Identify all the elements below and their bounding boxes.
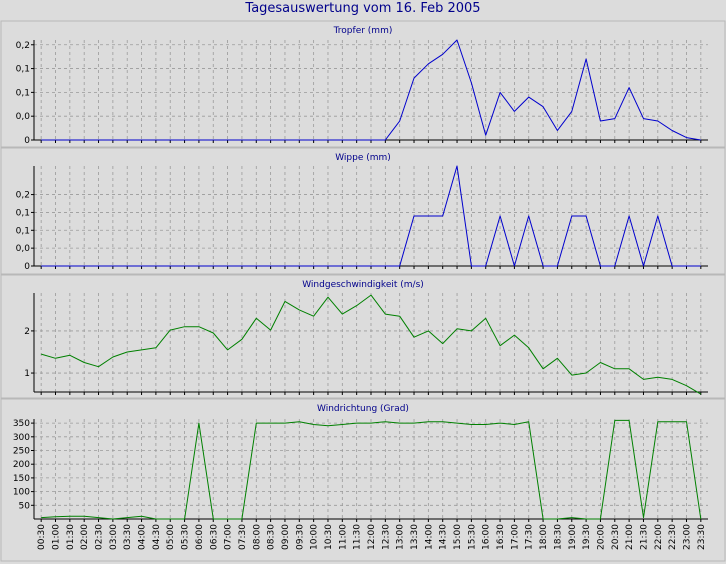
x-tick-label: 12:30 [381, 524, 391, 550]
x-tick-label: 22:00 [654, 524, 664, 550]
x-tick-label: 03:00 [109, 524, 119, 550]
y-tick-label: 0,1 [16, 226, 30, 236]
y-tick-label: 300 [13, 433, 30, 443]
x-tick-label: 06:30 [209, 524, 219, 550]
page-title: Tagesauswertung vom 16. Feb 2005 [245, 1, 481, 16]
x-tick-label: 08:30 [267, 524, 277, 550]
chart-title: Wippe (mm) [335, 153, 391, 163]
x-tick-label: 13:00 [396, 524, 406, 550]
x-tick-label: 09:30 [295, 524, 305, 550]
chart-panel-3: Windgeschwindigkeit (m/s) 1 2 [0, 274, 726, 399]
x-tick-label: 23:00 [682, 524, 692, 550]
y-tick-label: 350 [13, 419, 30, 429]
x-tick-label: 19:00 [568, 524, 578, 550]
series-line [41, 419, 702, 520]
y-tick-label: 2 [24, 327, 30, 337]
x-tick-label: 11:30 [353, 524, 363, 550]
x-tick-label: 09:00 [281, 524, 291, 550]
x-tick-label: 02:30 [95, 524, 105, 550]
x-tick-label: 18:00 [539, 524, 549, 550]
y-tick-label: 0,0 [16, 112, 31, 122]
chart-title: Tropfer (mm) [333, 26, 393, 36]
x-tick-label: 22:30 [668, 524, 678, 550]
y-tick-label: 100 [13, 488, 30, 498]
y-tick-label: 0,1 [16, 208, 30, 218]
x-tick-label: 13:30 [410, 524, 420, 550]
y-tick-label: 0,1 [16, 88, 30, 98]
x-tick-label: 15:00 [453, 524, 463, 550]
x-tick-label: 03:30 [123, 524, 133, 550]
x-tick-label: 04:00 [138, 524, 148, 550]
x-tick-label: 12:00 [367, 524, 377, 550]
series-line [41, 39, 701, 141]
chart-title: Windrichtung (Grad) [317, 404, 409, 414]
x-tick-label: 15:30 [467, 524, 477, 550]
series-line [41, 165, 701, 267]
x-tick-label: 08:00 [252, 524, 262, 550]
x-tick-label: 21:00 [625, 524, 635, 550]
y-tick-label: 0,2 [16, 191, 30, 201]
x-tick-label: 20:00 [596, 524, 606, 550]
x-tick-label: 18:30 [553, 524, 563, 550]
x-tick-label: 11:00 [338, 524, 348, 550]
x-tick-label: 02:00 [80, 524, 90, 550]
x-tick-label: 14:00 [424, 524, 434, 550]
y-tick-label: 1 [24, 369, 30, 379]
y-tick-label: 0 [24, 262, 30, 272]
y-tick-label: 0,1 [16, 65, 30, 75]
x-tick-label: 00:30 [37, 524, 47, 550]
x-tick-label: 06:00 [195, 524, 205, 550]
x-tick-label: 05:00 [166, 524, 176, 550]
series-line [41, 294, 702, 395]
x-tick-label: 01:00 [52, 524, 62, 550]
x-tick-label: 17:00 [510, 524, 520, 550]
y-tick-label: 250 [13, 447, 30, 457]
y-tick-label: 150 [13, 474, 30, 484]
x-tick-label: 05:30 [181, 524, 191, 550]
x-tick-label: 01:30 [66, 524, 76, 550]
x-tick-label: 04:30 [152, 524, 162, 550]
y-tick-label: 0,2 [16, 41, 30, 51]
x-tick-label: 16:30 [496, 524, 506, 550]
x-tick-label: 21:30 [639, 524, 649, 550]
x-tick-label: 19:30 [582, 524, 592, 550]
x-tick-label: 07:00 [224, 524, 234, 550]
x-tick-label: 07:30 [238, 524, 248, 550]
chart-panel-1: Tropfer (mm) 0 0,0 0,1 0,1 0,2 [0, 20, 726, 148]
x-tick-label: 23:30 [697, 524, 707, 550]
x-tick-label: 17:30 [525, 524, 535, 550]
x-tick-label: 10:00 [310, 524, 320, 550]
x-tick-label: 10:30 [324, 524, 334, 550]
x-tick-label: 14:30 [439, 524, 449, 550]
y-tick-label: 50 [19, 501, 31, 511]
y-tick-label: 200 [13, 460, 30, 470]
chart-title: Windgeschwindigkeit (m/s) [302, 280, 424, 290]
y-tick-label: 0 [24, 136, 30, 146]
y-tick-label: 0,0 [16, 244, 31, 254]
chart-panel-2: Wippe (mm) 0 0,0 0,1 0,1 0,2 [0, 147, 726, 275]
x-tick-label: 20:30 [611, 524, 621, 550]
x-tick-label: 16:00 [482, 524, 492, 550]
chart-panel-4: Windrichtung (Grad) 50 100 150 200 250 300 350 [0, 398, 726, 562]
